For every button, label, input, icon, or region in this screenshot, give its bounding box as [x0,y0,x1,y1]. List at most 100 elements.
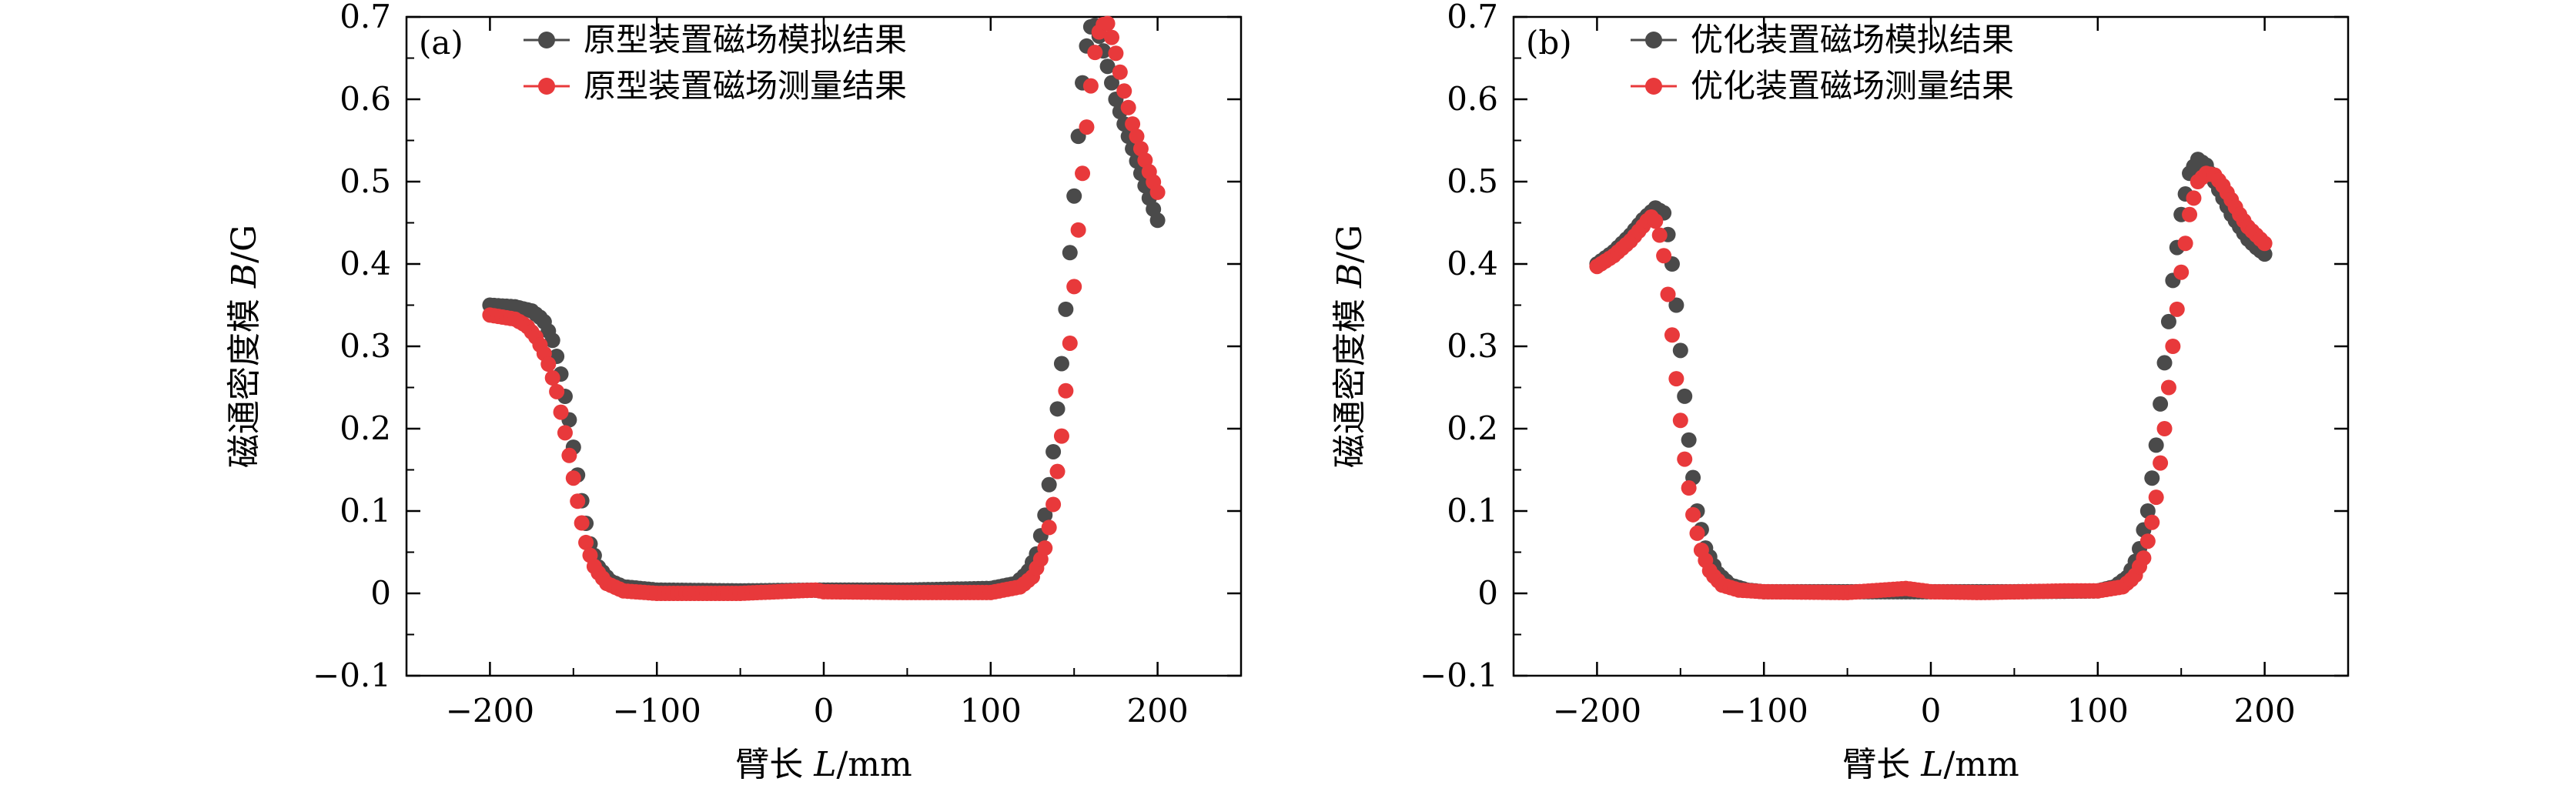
data-point [1668,371,1684,387]
x-tick-label: 100 [960,692,1022,730]
y-tick-label: −0.1 [1420,656,1498,694]
data-point [540,356,557,372]
data-point [2257,235,2273,252]
data-point [1087,45,1103,61]
data-point [1066,279,1082,295]
x-tick-label: 100 [2067,692,2129,730]
y-tick-label: 0.3 [1447,327,1498,365]
data-point [1689,525,1705,541]
data-point [1129,129,1145,145]
y-axis-label: 磁通密度模 B/G [1330,225,1370,468]
legend-marker [538,32,555,48]
panel-label: (a) [419,24,463,62]
legend-entry: 优化装置磁场测量结果 [1631,67,2014,105]
x-axis-label-unit: /mm [1943,745,2019,784]
legend-marker [1645,32,1662,48]
data-point [1120,99,1136,115]
data-point [1149,184,1166,200]
data-point [574,515,590,531]
data-point [2139,533,2156,549]
data-point [1062,245,1078,261]
data-point [1045,443,1062,459]
x-axis-label: 臂长 L/mm [1842,745,2019,784]
x-tick-label: 200 [2234,692,2296,730]
data-point [1672,413,1688,429]
data-point [1045,496,1062,513]
y-tick-label: 0.4 [1447,245,1498,282]
data-point [1049,401,1066,417]
data-point [1099,58,1116,75]
legend-entry: 原型装置磁场模拟结果 [524,21,907,58]
data-point [1053,428,1069,444]
data-point [549,383,565,399]
data-point [561,447,577,463]
x-tick-label: −200 [446,692,534,730]
y-tick-label: 0.7 [1447,0,1498,35]
y-tick-label: 0.6 [340,80,391,118]
data-point [2186,190,2202,206]
y-axis-label-text: 磁通密度模 [225,288,264,468]
data-point [553,404,569,420]
data-point [1125,116,1141,132]
data-point [1066,188,1082,204]
data-point [565,470,581,486]
y-axis-label-unit: /G [1330,225,1370,263]
data-point [2156,421,2173,436]
data-point [1037,540,1053,556]
data-point [1660,286,1676,302]
x-tick-label: 0 [814,692,835,730]
y-tick-label: 0.5 [340,162,391,200]
data-point [2136,550,2152,566]
data-point [1681,480,1697,496]
data-point [2160,313,2176,329]
data-point [1677,388,1693,404]
data-point [2148,437,2164,453]
data-point [1672,342,1688,359]
panel-b: −200 −100 0 100 200 −0.1 0 0.1 0.2 0.3 0.4 0.5 0.6 0.… [1330,0,2350,784]
data-point [1070,222,1086,238]
data-point [570,493,586,509]
data-point [1037,507,1053,523]
data-point [2144,514,2160,530]
data-point [2257,246,2273,262]
y-tick-label: 0.1 [1447,492,1498,529]
data-point [2153,396,2169,412]
x-tick-label: 0 [1921,692,1942,730]
x-axis-label-text: 臂长 [735,745,814,784]
data-point [2182,206,2198,222]
y-tick-label: −0.1 [313,656,391,694]
data-point [544,370,560,386]
legend-entry: 优化装置磁场模拟结果 [1631,21,2014,58]
x-tick-label: −200 [1553,692,1641,730]
y-tick-label: 0.3 [340,327,391,365]
data-point [1651,227,1668,243]
y-axis-label-text: 磁通密度模 [1330,288,1370,468]
x-tick-label: −100 [613,692,701,730]
legend-label: 原型装置磁场测量结果 [584,67,907,105]
data-point [1103,75,1119,91]
data-point [1664,327,1680,343]
legend-label: 优化装置磁场模拟结果 [1691,21,2014,58]
y-axis-label-var: B [1330,263,1370,289]
data-point [2156,355,2173,371]
data-point [1668,297,1684,313]
data-point [2160,379,2176,396]
data-point [1082,78,1099,94]
data-point [1058,301,1074,317]
legend-label: 原型装置磁场模拟结果 [584,21,907,58]
data-point [1041,519,1057,536]
y-tick-label: 0.1 [340,492,391,529]
data-point [544,332,560,349]
data-point [2177,235,2193,252]
y-tick-label: 0.6 [1447,80,1498,118]
data-point [1041,476,1057,493]
y-tick-label: 0.4 [340,245,391,282]
data-point [1099,15,1116,32]
data-point [1116,83,1132,99]
x-tick-label: 200 [1127,692,1189,730]
x-axis-label: 臂长 L/mm [735,745,912,784]
data-point [1079,119,1095,135]
y-tick-label: 0.5 [1447,162,1498,200]
y-axis-label: 磁通密度模 B/G [225,225,264,468]
